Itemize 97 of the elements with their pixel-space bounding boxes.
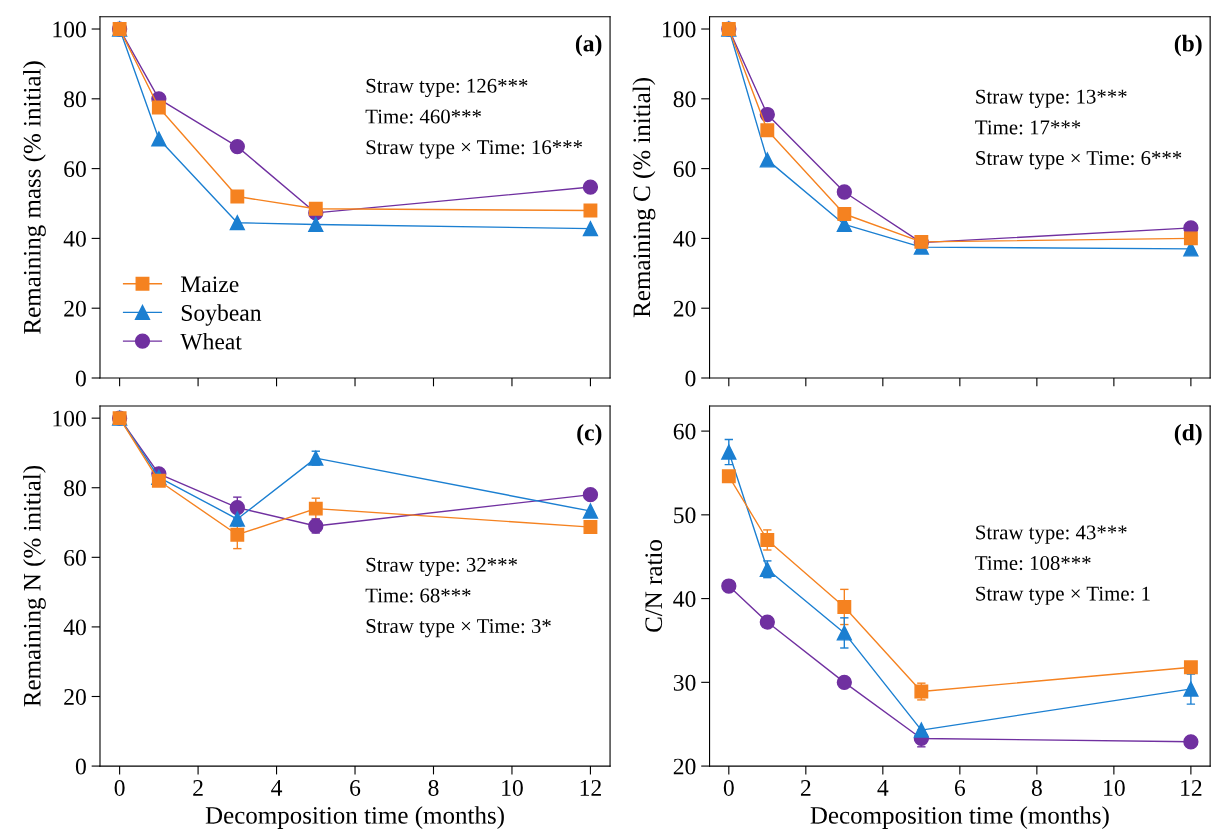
y-tick-label: 80 [64,91,86,108]
point [151,100,166,115]
legend-label: Wheat [180,332,242,350]
x-tick-label: 6 [350,780,361,796]
y-tick-label: 20 [673,758,696,775]
point [836,674,852,690]
y-tick-label: 50 [674,507,696,524]
y-tick-label: 40 [673,591,696,608]
y-tick-label: 30 [673,674,696,691]
point [308,216,324,233]
annotation: Time: 460*** [365,109,481,124]
annotation: (c) [577,423,602,446]
x-tick-label: 0 [723,779,734,796]
annotation: Time: 108*** [975,556,1091,571]
point [229,138,245,155]
point [230,527,245,542]
x-axis-title: Decomposition time (months) [810,806,1109,829]
y-tick-label: 100 [53,21,86,38]
y-tick-label: 40 [673,230,696,247]
point [230,189,245,204]
x-tick-label: 6 [954,780,966,796]
x-tick-label: 0 [114,779,125,796]
y-tick-label: 20 [673,300,696,317]
y-tick-label: 40 [63,230,86,247]
annotation: Time: 17*** [975,120,1081,135]
annotation: Straw type: 32*** [366,557,517,577]
point [1183,734,1199,750]
annotation: Time: 68*** [365,588,471,603]
x-tick-label: 12 [580,780,601,796]
point [759,152,775,168]
point [760,123,775,138]
annotation: Straw type × Time: 6*** [976,151,1182,170]
point [308,501,323,516]
y-tick-label: 60 [673,161,696,178]
point [837,600,852,614]
annotation: Straw type × Time: 1 [976,586,1150,605]
point [308,201,323,216]
y-tick-label: 80 [673,91,696,108]
annotation: Straw type × Time: 16*** [366,140,583,159]
x-tick-label: 2 [193,780,203,796]
y-tick-label: 0 [75,758,86,775]
point [151,131,167,147]
point [721,578,737,594]
annotation: Straw type: 13*** [976,89,1127,108]
point [1183,681,1199,697]
point [836,184,852,200]
x-axis-title: Decomposition time (months) [205,806,504,829]
y-tick-label: 20 [64,300,86,317]
point [1183,231,1198,246]
y-tick-label: 100 [53,410,86,427]
annotation: Straw type: 43*** [976,525,1127,544]
y-tick-label: 0 [685,370,696,387]
point [582,503,599,519]
point [582,179,599,195]
point [759,614,775,630]
x-tick-label: 4 [271,780,283,796]
x-tick-label: 12 [1181,780,1202,796]
point [583,203,598,218]
y-tick-label: 60 [64,161,86,178]
annotation: (d) [1174,423,1202,446]
x-tick-label: 8 [1031,779,1042,796]
y-tick-label: 40 [63,619,86,636]
legend-label: Maize [180,276,239,293]
x-tick-label: 4 [877,780,889,796]
x-tick-label: 8 [428,779,439,796]
point [229,511,245,527]
y-axis-title: Remaining N (% initial) [23,465,46,707]
y-tick-label: 60 [673,423,696,440]
point [583,520,598,534]
annotation: (b) [1174,34,1202,57]
point [760,533,775,547]
point [229,215,245,231]
point [836,625,852,641]
annotation: Straw type: 126*** [366,78,528,98]
x-tick-label: 2 [800,780,811,796]
y-tick-label: 80 [64,480,86,497]
annotation: Straw type × Time: 3* [366,619,551,638]
point [151,473,166,488]
x-tick-label: 10 [1104,779,1125,796]
point [1183,660,1198,675]
point [721,444,737,460]
point [759,106,775,123]
point [582,220,599,237]
point [913,722,929,738]
y-tick-label: 100 [663,21,696,38]
y-tick-label: 60 [64,549,86,566]
point [582,487,599,503]
y-axis-title: C/N ratio [645,540,663,632]
y-axis-title: Remaining mass (% initial) [23,61,46,334]
annotation: (a) [575,34,602,57]
legend-label: Soybean [181,304,262,326]
x-tick-label: 10 [502,779,523,796]
y-axis-title: Remaining C (% initial) [632,78,656,318]
point [721,469,736,484]
point [837,207,852,221]
y-tick-label: 0 [75,370,86,387]
y-tick-label: 20 [64,688,86,705]
